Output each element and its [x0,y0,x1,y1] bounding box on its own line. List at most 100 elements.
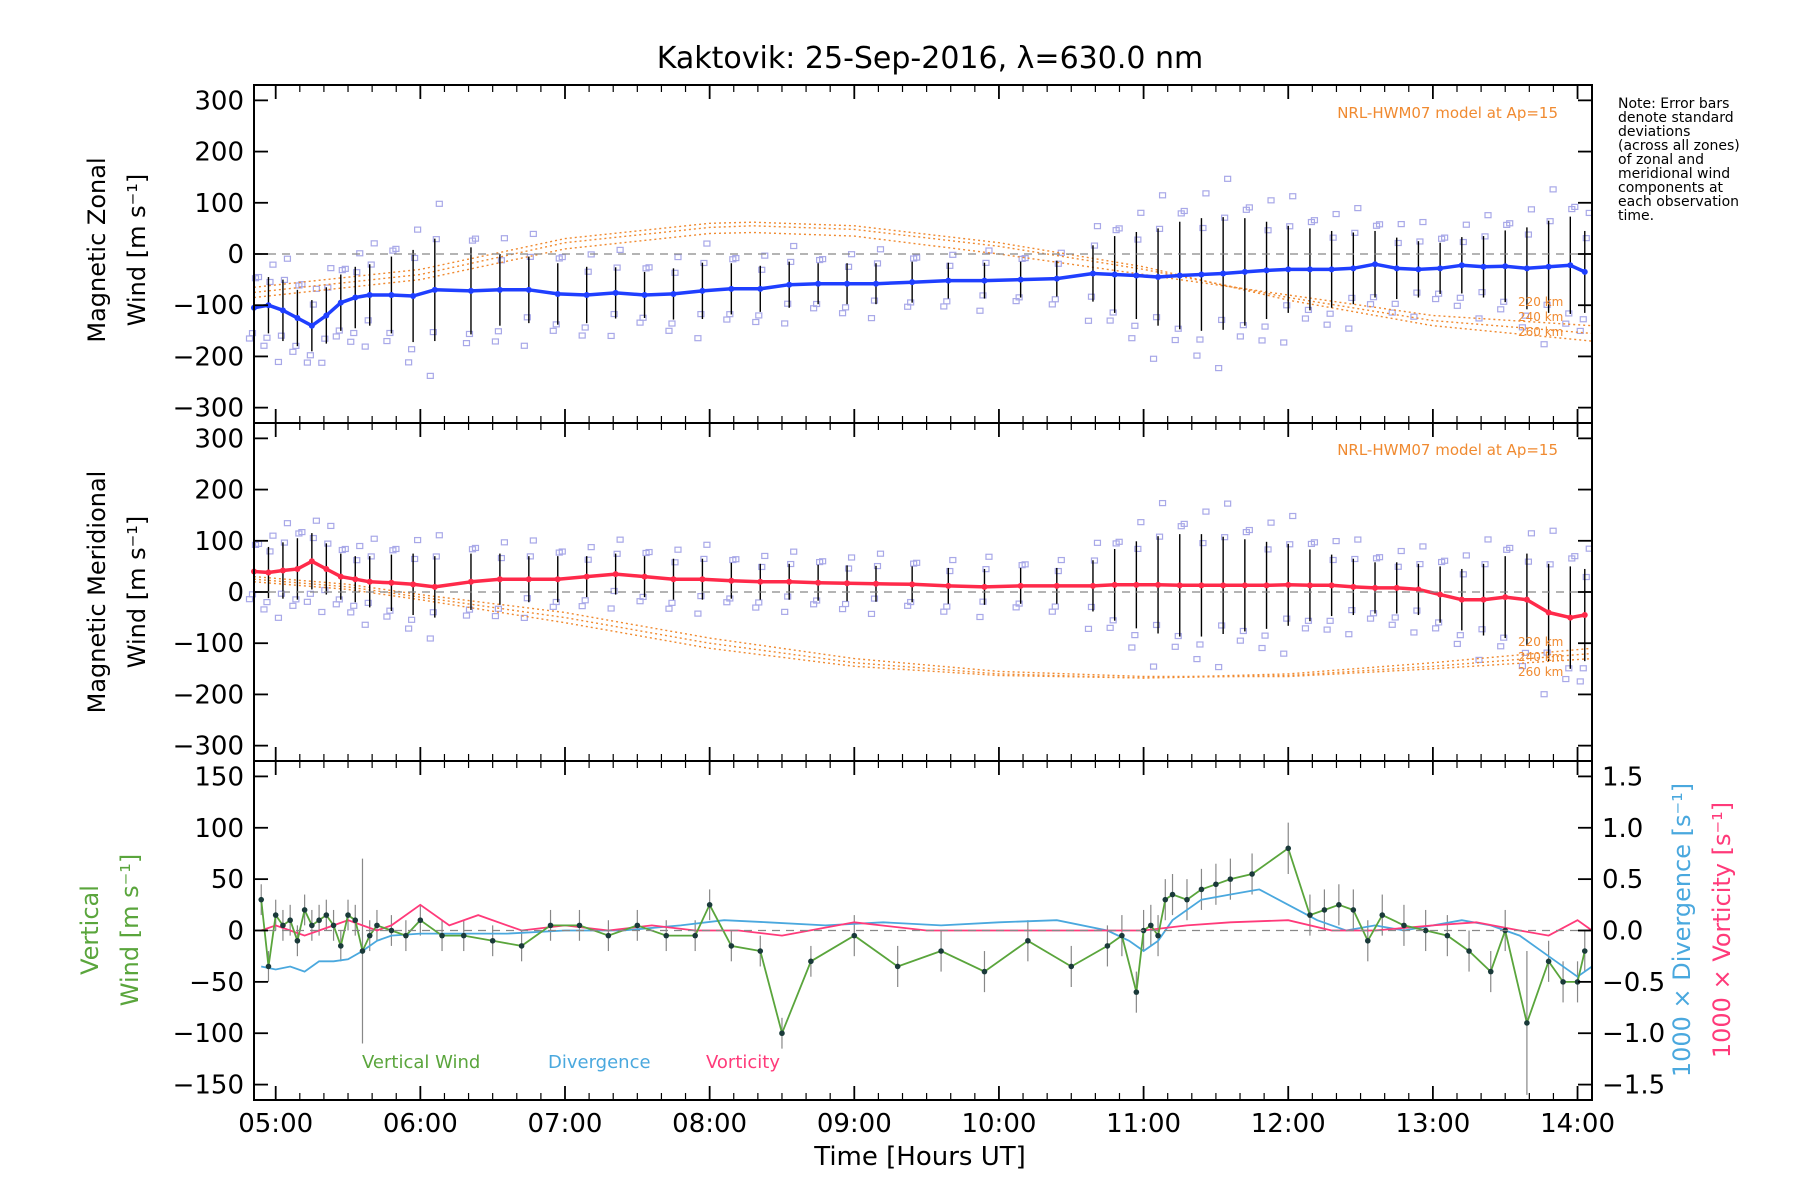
zone-sample-point [350,329,358,337]
zone-sample-point [309,534,317,542]
zone-sample-point [790,242,798,250]
zone-sample-point [269,532,277,539]
mean-wind-point [352,294,359,301]
model-curve-0 [253,575,1593,678]
zone-sample-point [870,595,879,602]
zone-sample-point [1351,555,1359,563]
vertical-wind-point [330,922,337,929]
model-curve-2 [253,221,1593,342]
mean-wind-point [1350,583,1357,590]
zone-sample-point [985,553,993,560]
zone-sample-point [867,610,876,618]
x-axis-label: Time [Hours UT] [813,1142,1026,1172]
zone-sample-point [1354,536,1362,543]
model-curve-1 [253,225,1593,335]
vertical-wind-point [1227,876,1234,882]
zone-sample-point [726,595,734,602]
zone-sample-point [1413,607,1421,614]
zone-sample-point [1521,312,1530,319]
vertical-wind-point [576,922,583,929]
vertical-wind-point [417,917,424,924]
zone-sample-point [844,263,853,270]
zone-sample-point [578,332,586,339]
zone-sample-point [1087,293,1096,300]
zone-sample-point [283,255,292,262]
zone-sample-point [1475,656,1483,664]
zone-sample-point [1093,539,1102,546]
zone-sample-point [520,342,528,349]
zone-sample-point [1323,626,1331,633]
mean-wind-point [1523,265,1530,272]
zone-sample-point [697,311,705,318]
mean-wind-point [1111,581,1118,588]
zone-sample-point [1326,617,1334,624]
vertical-wind-point [1249,871,1255,877]
vertical-wind-point [547,922,554,929]
zone-sample-point [552,321,560,328]
zone-sample-point [976,307,984,314]
x-tick-label: 14:00 [1540,1109,1615,1139]
zone-sample-point [269,261,277,268]
vertical-wind-point [1285,845,1292,852]
zone-sample-point [1518,324,1527,331]
zone-sample-point [1441,557,1449,564]
vertical-wind-point [460,932,467,939]
mean-wind-point [1089,270,1096,277]
vertical-wind-point [366,932,373,939]
vertical-wind-point [1169,891,1176,898]
y-tick-label: 0 [227,917,244,947]
zone-sample-point [549,327,557,334]
vertical-wind-point [294,937,301,944]
zone-sample-point [1224,500,1232,507]
zone-sample-point [1481,233,1489,240]
y-tick-label: 300 [194,86,244,116]
zone-sample-point [671,559,679,566]
zone-sample-point [949,556,957,564]
mean-wind-point [1306,266,1313,273]
zone-sample-point [1571,203,1579,210]
vertical-wind-point [403,932,409,939]
zone-sample-point [1432,625,1440,632]
mean-wind-point [1198,271,1205,278]
vertical-wind-point [1466,948,1472,954]
vertical-wind-point [1581,948,1588,954]
zone-sample-point [841,304,850,311]
zone-sample-point [1015,600,1023,607]
mean-wind-point [410,292,417,299]
zone-sample-point [703,541,711,548]
vertical-wind-point [1184,896,1190,903]
vertical-wind-point [1307,912,1313,918]
zone-sample-point [432,236,440,243]
zone-sample-point [940,303,948,310]
zone-sample-point [645,548,653,556]
mean-wind-point [1480,596,1487,603]
x-tick-label: 05:00 [238,1109,313,1139]
y-tick-label: −150 [173,1071,244,1101]
zone-sample-point [408,616,416,623]
zone-sample-point [1301,315,1310,322]
zone-sample-point [1481,561,1489,568]
y-tick-label: 100 [194,814,244,844]
vertical-wind-point [894,963,901,970]
mean-wind-point [323,312,330,319]
zone-sample-point [529,230,537,238]
mean-wind-point [366,578,373,585]
zone-sample-point [283,520,292,527]
y-tick-label: −100 [173,1019,244,1049]
x-tick-label: 09:00 [817,1109,892,1139]
zone-sample-point [1521,649,1530,657]
zone-sample-point [1218,316,1226,324]
zonal-model-alt-220: 220 km [1518,295,1563,309]
zone-sample-point [674,546,682,553]
zone-sample-point [819,558,827,565]
zone-sample-point [613,264,621,271]
zonal-model-alt-240: 240 km [1518,310,1563,324]
zone-sample-point [1174,632,1182,640]
vertical-wind-point [1025,937,1031,944]
mean-wind-point [1502,594,1509,601]
mean-wind-point [583,573,590,580]
zone-sample-point [1090,557,1099,564]
zone-sample-point [1131,322,1139,329]
y-tick-label: −100 [173,291,244,321]
zone-sample-point [367,261,375,268]
